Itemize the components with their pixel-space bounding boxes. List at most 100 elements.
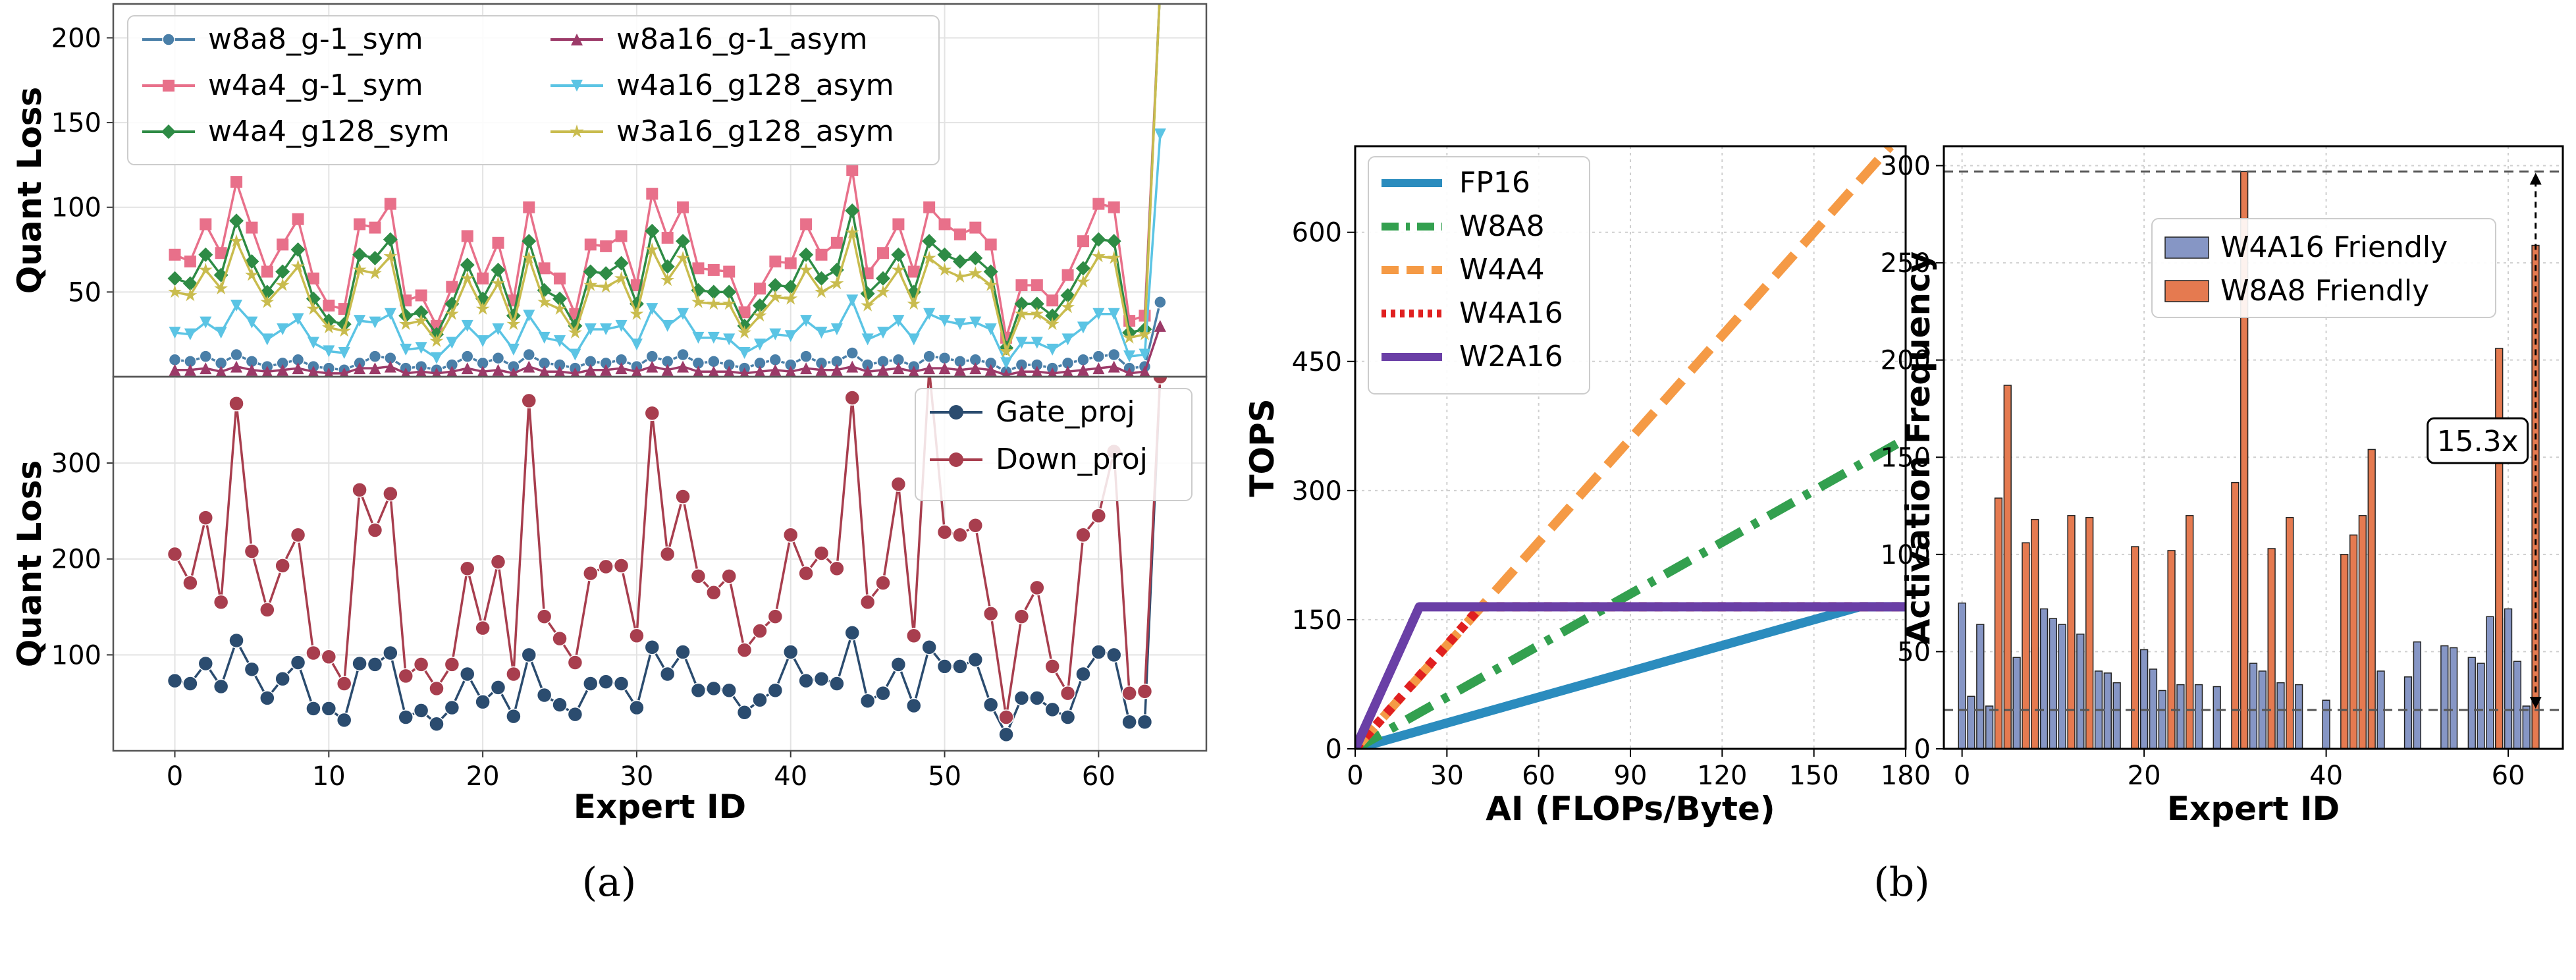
point-w4a4-g128-sym — [414, 305, 429, 320]
point-w3a16-g128-asym — [1138, 327, 1152, 340]
point-w4a16-g128-asym — [384, 308, 396, 320]
point-w4a16-g128-asym — [692, 331, 705, 344]
point-w4a4-g128-sym — [1060, 288, 1075, 303]
point-w4a16-g128-asym — [1077, 321, 1089, 334]
point-w3a16-g128-asym — [368, 266, 382, 279]
point-w3a16-g128-asym — [614, 271, 628, 285]
point-down-proj — [1075, 527, 1091, 543]
y-tick-label: 200 — [1881, 346, 1931, 376]
point-down-proj — [798, 565, 814, 582]
ratio-label-box — [2427, 417, 2529, 464]
point-w4a4-g-1-sym — [677, 201, 689, 213]
point-w4a16-g128-asym — [707, 331, 720, 344]
point-w4a4-g128-sym — [722, 285, 737, 300]
point-gate-proj — [383, 645, 398, 661]
point-w4a4-g128-sym — [306, 291, 321, 306]
point-w3a16-g128-asym — [999, 344, 1013, 358]
point-w8a16-g-1-asym — [539, 366, 550, 377]
y-tick-label: 50 — [68, 277, 101, 308]
point-w8a8-g-1-sym — [1077, 353, 1090, 367]
point-w4a16-g128-asym — [1108, 308, 1120, 320]
point-down-proj — [413, 657, 429, 672]
point-w4a4-g128-sym — [1029, 296, 1044, 312]
point-down-proj — [598, 558, 614, 575]
point-w3a16-g128-asym — [815, 285, 828, 298]
point-w8a8-g-1-sym — [230, 348, 243, 362]
point-gate-proj — [398, 709, 414, 725]
legend-label-w4a4-g-1-sym: w4a4_g-1_sym — [208, 68, 423, 102]
point-w8a8-g-1-sym — [522, 348, 536, 362]
point-w3a16-g128-asym — [568, 325, 582, 339]
point-w4a16-g128-asym — [953, 318, 966, 331]
point-w4a16-g128-asym — [400, 343, 412, 356]
point-down-proj — [629, 628, 645, 643]
point-w4a4-g128-sym — [1091, 232, 1106, 247]
y-tick-label: 300 — [1292, 476, 1342, 506]
point-down-proj — [721, 568, 737, 584]
point-w4a16-g128-asym — [1092, 308, 1105, 320]
point-w3a16-g128-asym — [383, 249, 398, 263]
point-down-proj — [906, 628, 922, 643]
point-w4a4-g-1-sym — [1046, 294, 1059, 307]
point-w8a16-g-1-asym — [477, 366, 489, 377]
point-down-proj — [228, 396, 244, 412]
point-w8a16-g-1-asym — [184, 364, 196, 376]
point-w8a8-g-1-sym — [491, 351, 505, 365]
point-w8a16-g-1-asym — [800, 362, 813, 375]
point-w4a4-g128-sym — [460, 258, 475, 273]
point-gate-proj — [1029, 690, 1045, 706]
point-w8a16-g-1-asym — [1062, 366, 1073, 377]
bar-w4a16-friendly — [2112, 682, 2121, 749]
bar-w8a8-friendly — [2022, 542, 2030, 749]
point-w8a16-g-1-asym — [600, 364, 612, 376]
point-w4a4-g-1-sym — [184, 256, 196, 268]
y-tick-label: 600 — [1292, 218, 1342, 248]
point-gate-proj — [336, 712, 352, 728]
point-w8a16-g-1-asym — [1002, 369, 1010, 377]
point-down-proj — [982, 605, 999, 622]
point-down-proj — [167, 546, 183, 562]
point-w4a4-g128-sym — [676, 234, 691, 249]
point-w4a4-g128-sym — [522, 234, 537, 249]
point-w3a16-g128-asym — [1015, 306, 1029, 320]
legend-label-w4a4: W4A4 — [1459, 253, 1545, 286]
point-w4a16-g128-asym — [630, 339, 643, 351]
point-gate-proj — [182, 676, 198, 692]
point-w4a16-g128-asym — [261, 333, 273, 346]
point-w4a16-g128-asym — [892, 315, 905, 327]
point-w8a8-g-1-sym — [707, 355, 720, 368]
bar-w4a16-friendly — [2149, 668, 2158, 749]
point-w8a16-g-1-asym — [215, 366, 227, 377]
point-w8a8-g-1-sym — [460, 350, 474, 363]
point-w4a4-g128-sym — [275, 264, 290, 279]
point-w8a16-g-1-asym — [369, 362, 381, 375]
bar-w8a8-friendly — [2085, 517, 2094, 749]
roofline-ylabel: TOPS — [1243, 398, 1281, 497]
x-tick-label: 50 — [928, 761, 961, 792]
point-w4a16-g128-asym — [554, 335, 566, 347]
point-w3a16-g128-asym — [722, 296, 736, 310]
point-w8a16-g-1-asym — [661, 364, 674, 376]
x-tick-label: 40 — [774, 761, 807, 792]
point-down-proj — [890, 476, 907, 492]
caption-b: (b) — [1873, 859, 1929, 906]
bar-w8a8-friendly — [2031, 518, 2039, 749]
point-gate-proj — [490, 680, 506, 695]
point-gate-proj — [798, 672, 814, 689]
legend-label-fp16: FP16 — [1459, 166, 1530, 200]
point-w3a16-g128-asym — [768, 290, 782, 303]
point-w4a4-g-1-sym — [1015, 279, 1028, 292]
point-w4a16-g128-asym — [1154, 128, 1166, 141]
point-gate-proj — [813, 671, 830, 687]
point-w4a4-g-1-sym — [1092, 198, 1105, 210]
point-w4a4-g128-sym — [891, 247, 906, 262]
bar-w8a8-friendly — [2358, 515, 2367, 749]
point-w8a16-g-1-asym — [646, 360, 658, 373]
point-gate-proj — [1090, 644, 1107, 660]
legend-swatch-w8a8-friendly — [2164, 280, 2209, 302]
point-down-proj — [706, 584, 722, 601]
point-w8a16-g-1-asym — [401, 367, 411, 377]
point-w4a4-g-1-sym — [753, 283, 766, 295]
point-w4a16-g128-asym — [492, 323, 504, 335]
x-tick-label: 120 — [1697, 761, 1747, 791]
